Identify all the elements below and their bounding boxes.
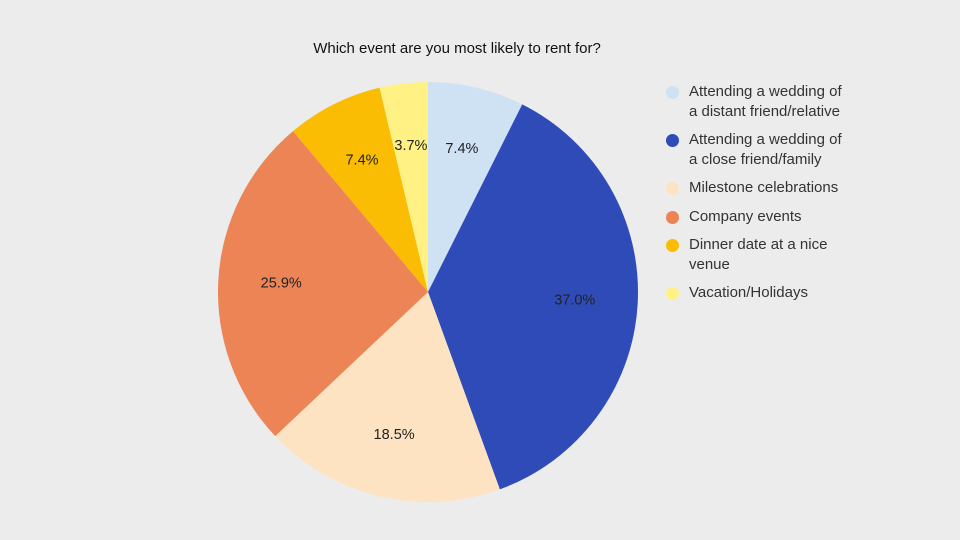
pie-slice-2 <box>428 104 639 490</box>
legend-item-5: Dinner date at a nice venue <box>664 235 844 274</box>
pie-slice-label-2: 37.0% <box>554 292 595 308</box>
pie-slice-label-1: 7.4% <box>445 141 478 157</box>
legend-item-6: Vacation/Holidays <box>664 283 844 303</box>
pie-slice-label-6: 3.7% <box>394 138 427 154</box>
pie-slice-label-5: 7.4% <box>345 152 378 168</box>
chart-title: Which event are you most likely to rent … <box>313 40 601 57</box>
pie-slices <box>218 82 639 503</box>
legend-label: Company events <box>689 207 802 225</box>
legend-label: Vacation/Holidays <box>689 284 808 301</box>
pie-slice-5 <box>293 87 428 292</box>
legend-swatch-icon <box>666 210 679 224</box>
legend-label: Dinner date at a nice venue <box>689 236 828 273</box>
legend-swatch-icon <box>666 287 679 300</box>
legend-label: Attending a wedding of a distant friend/… <box>689 83 842 120</box>
pie-slice-label-3: 18.5% <box>374 427 415 443</box>
pie-slice-4 <box>218 131 428 437</box>
legend-label: Attending a wedding of a close friend/fa… <box>689 131 842 168</box>
pie-slice-label-4: 25.9% <box>261 275 302 291</box>
legend-label: Milestone celebrations <box>689 179 839 196</box>
legend-swatch-icon <box>666 134 679 147</box>
pie-slice-6 <box>379 82 428 292</box>
legend-swatch-icon <box>666 239 679 252</box>
pie-slice-1 <box>428 82 523 292</box>
pie-slice-3 <box>275 292 500 503</box>
legend-swatch-icon <box>666 86 679 99</box>
legend: Attending a wedding of a distant friend/… <box>664 82 844 312</box>
legend-item-2: Attending a wedding of a close friend/fa… <box>664 130 844 169</box>
legend-swatch-icon <box>666 182 679 195</box>
legend-item-3: Milestone celebrations <box>664 178 844 198</box>
legend-item-1: Attending a wedding of a distant friend/… <box>664 82 844 121</box>
legend-item-4: Company events <box>664 207 844 227</box>
pie-slice-labels: 7.4% 37.0% 18.5% 25.9% 7.4% 3.7% <box>261 138 596 443</box>
